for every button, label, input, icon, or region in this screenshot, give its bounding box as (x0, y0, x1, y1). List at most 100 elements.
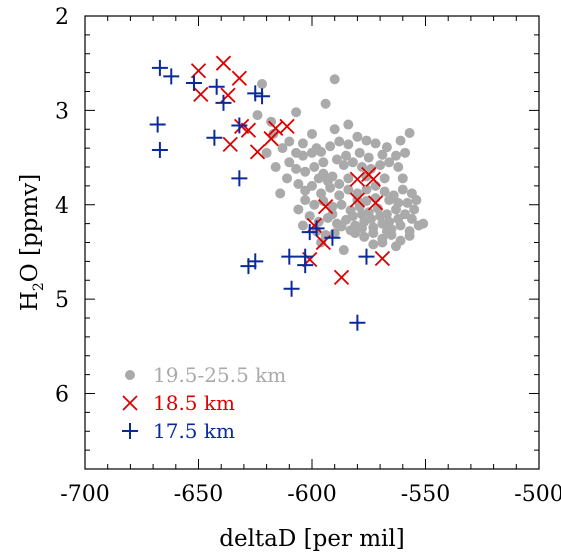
x-point (333, 269, 350, 286)
circle-point (318, 195, 329, 206)
circle-point (275, 188, 286, 199)
circle-point (356, 223, 367, 234)
legend-label-2: 17.5 km (153, 419, 235, 443)
circle-point (300, 166, 311, 177)
circle-point (316, 188, 327, 199)
circle-point (361, 135, 372, 146)
circle-point (356, 209, 367, 220)
plus-point (358, 248, 375, 265)
circle-point (268, 128, 279, 139)
circle-point (257, 78, 268, 89)
y-tick-label: 2 (55, 5, 69, 30)
circle-point (322, 176, 333, 187)
circle-point (393, 162, 404, 172)
plus-point (208, 78, 225, 95)
legend-marker-1 (122, 395, 138, 411)
circle-point (300, 195, 311, 206)
circle-point (406, 213, 417, 224)
x-tick-label: -600 (287, 482, 336, 507)
circle-point (368, 239, 379, 250)
circle-point (363, 152, 374, 163)
circle-point (336, 199, 347, 210)
circle-point (368, 228, 379, 239)
x-marker-stroke (215, 55, 232, 71)
plus-point (308, 220, 325, 237)
circle-point (284, 157, 295, 168)
circle-point (309, 162, 320, 172)
circle-point (325, 141, 336, 152)
legend-label-1: 18.5 km (153, 391, 235, 415)
circle-point (297, 150, 308, 161)
circle-point (418, 218, 429, 229)
circle-point (352, 131, 363, 142)
circle-point (345, 225, 356, 236)
circle-point (375, 211, 386, 222)
y-tick-label: 6 (55, 383, 69, 408)
y-axis-title-subscript: 2 (31, 282, 47, 291)
circle-point (393, 197, 404, 208)
x-marker-stroke (367, 195, 384, 211)
circle-point (320, 98, 331, 109)
circle-point (284, 136, 295, 147)
circle-point (347, 211, 358, 222)
circle-point (409, 204, 420, 215)
y-tick-label: 4 (55, 194, 69, 219)
plus-point (206, 129, 223, 146)
circle-point (277, 143, 288, 154)
x-marker-stroke (333, 269, 350, 286)
x-point (349, 171, 366, 187)
circle-point (400, 147, 411, 158)
circle-point (404, 128, 415, 139)
circle-point (282, 173, 293, 184)
y-axis-title-h: H (17, 291, 43, 311)
y-axis-title: H2O [ppmv] (17, 174, 47, 311)
x-tick-label: -700 (60, 482, 109, 507)
plus-point (247, 253, 264, 270)
circle-point (397, 184, 408, 195)
circle-point (402, 197, 413, 208)
x-tick-label: -650 (174, 482, 223, 507)
y-tick-label: 5 (55, 288, 69, 313)
x-point (349, 192, 366, 208)
circle-point (291, 163, 302, 174)
circle-point (395, 135, 406, 146)
x-point (193, 86, 209, 102)
circle-point (361, 195, 372, 206)
plus-point (301, 224, 318, 241)
circle-point (384, 216, 395, 227)
series-2 (149, 59, 375, 331)
circle-point (377, 149, 388, 160)
circle-point (297, 220, 308, 231)
circle-point (397, 173, 408, 184)
plus-point (281, 248, 298, 265)
circle-point (327, 201, 338, 212)
circle-point (316, 146, 327, 157)
circle-point (370, 138, 381, 149)
circle-point (404, 230, 415, 241)
x-point (222, 136, 238, 152)
circle-point (375, 160, 386, 171)
circle-point (361, 184, 372, 195)
series-0 (252, 74, 429, 256)
circle-point (354, 147, 365, 158)
circle-point (293, 178, 304, 189)
circle-point (338, 245, 349, 256)
circle-point (390, 241, 401, 252)
plus-point (163, 68, 180, 85)
circle-point (307, 128, 317, 139)
circle-point (297, 138, 308, 149)
plus-point (215, 94, 232, 111)
circle-point (381, 142, 392, 153)
circle-point (347, 157, 358, 168)
x-marker-stroke (231, 70, 247, 86)
circle-point (266, 116, 277, 127)
circle-point (359, 231, 370, 242)
x-point (365, 171, 381, 187)
circle-point (329, 124, 340, 135)
circle-point (381, 226, 392, 237)
x-marker-stroke (365, 171, 381, 187)
plus-point (349, 314, 366, 331)
plus-point (151, 142, 168, 159)
circle-point (334, 136, 345, 147)
